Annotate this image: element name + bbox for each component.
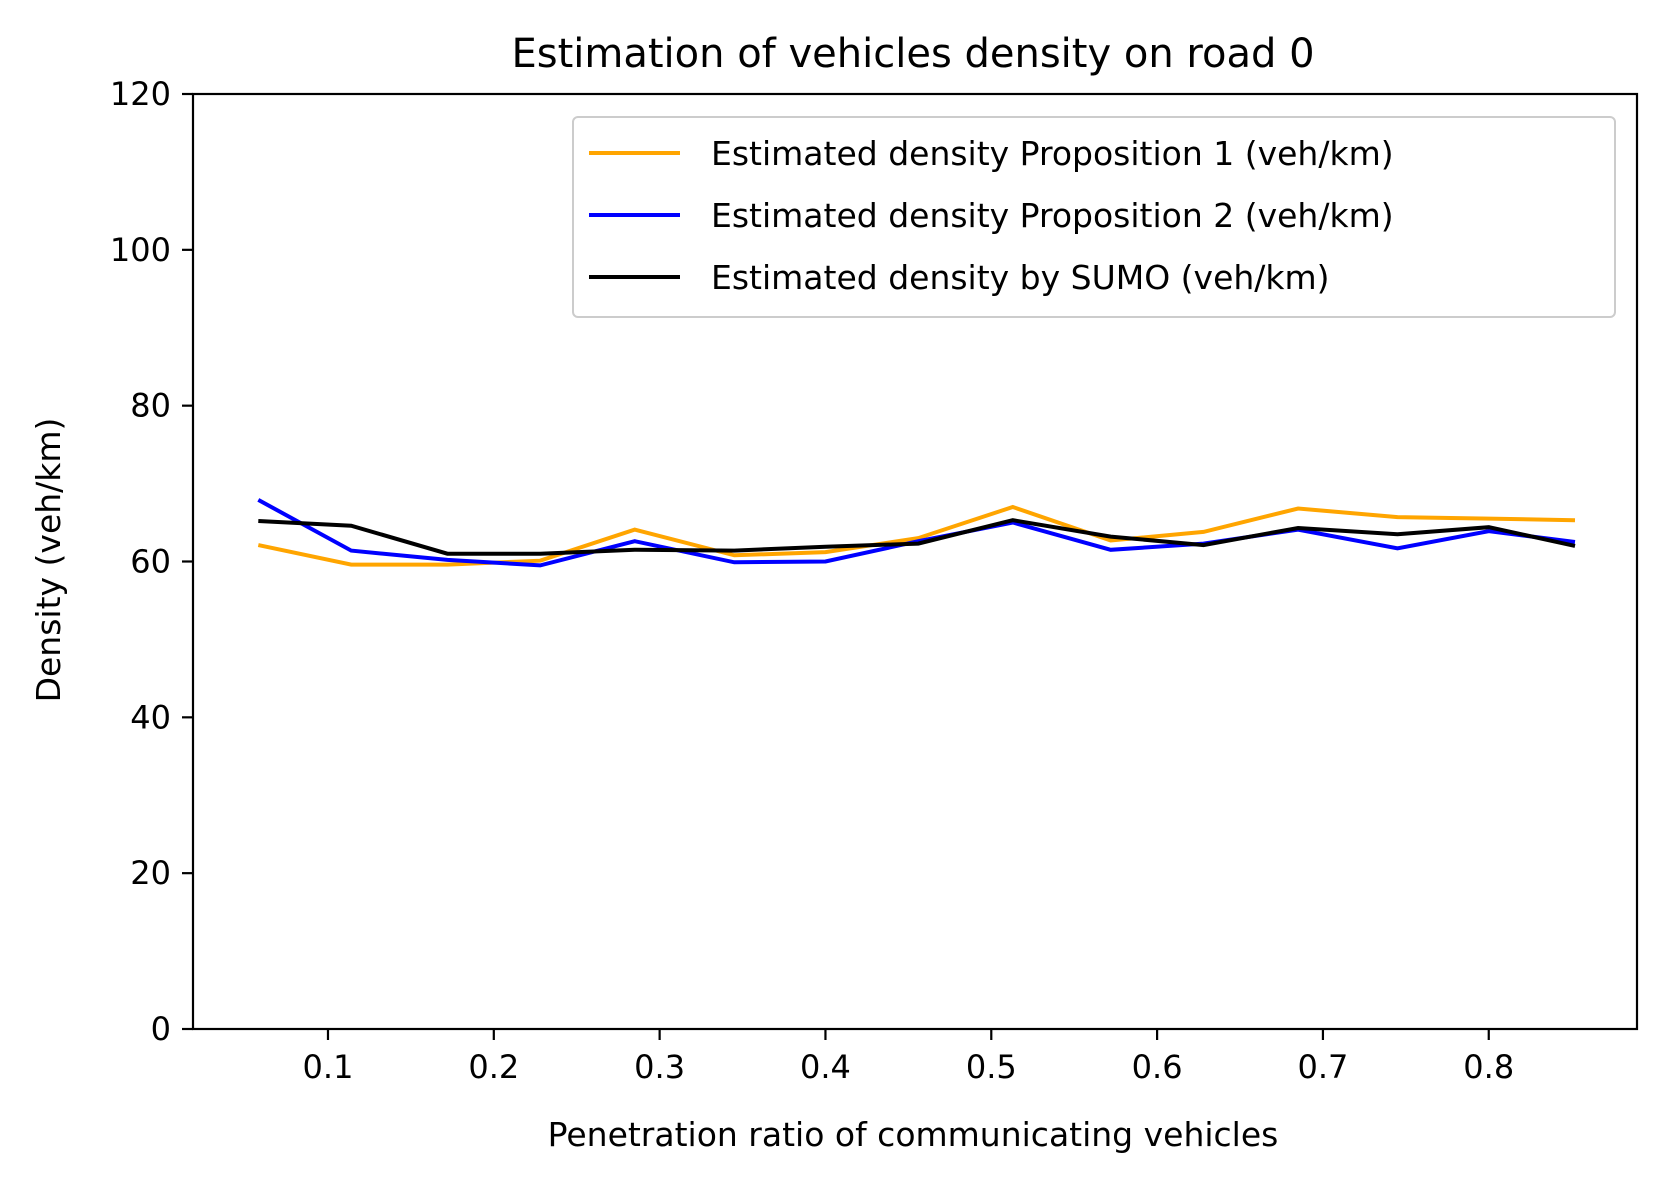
y-tick-label: 80: [130, 387, 171, 425]
y-tick-label: 100: [110, 231, 171, 269]
y-tick-label: 60: [130, 543, 171, 581]
x-tick-label: 0.4: [800, 1048, 851, 1086]
legend-label-3: Estimated density by SUMO (veh/km): [711, 258, 1330, 297]
x-tick-label: 0.8: [1463, 1048, 1514, 1086]
x-tick-label: 0.7: [1297, 1048, 1348, 1086]
y-tick-label: 120: [110, 75, 171, 113]
y-axis-label: Density (veh/km): [29, 418, 68, 703]
series-line-2: [257, 498, 1576, 568]
series-line-1: [257, 504, 1576, 567]
legend: Estimated density Proposition 1 (veh/km)…: [572, 116, 1616, 318]
legend-label-1: Estimated density Proposition 1 (veh/km): [711, 134, 1394, 173]
y-tick-label: 20: [130, 854, 171, 892]
legend-label-2: Estimated density Proposition 2 (veh/km): [711, 196, 1394, 235]
x-axis-ticks: 0.1 0.2 0.3 0.4 0.5 0.6 0.7 0.8: [303, 1029, 1514, 1086]
y-tick-label: 40: [130, 698, 171, 736]
x-tick-label: 0.3: [634, 1048, 685, 1086]
x-axis-label: Penetration ratio of communicating vehic…: [548, 1115, 1279, 1154]
chart-title: Estimation of vehicles density on road 0: [511, 31, 1314, 77]
x-tick-label: 0.5: [966, 1048, 1017, 1086]
x-tick-label: 0.2: [468, 1048, 519, 1086]
y-axis-ticks: 0 20 40 60 80 100 120: [110, 75, 193, 1048]
y-tick-label: 0: [151, 1010, 171, 1048]
plot-lines: [257, 498, 1576, 568]
legend-box: [572, 116, 1616, 318]
x-tick-label: 0.6: [1132, 1048, 1183, 1086]
series-line-3: [258, 518, 1576, 556]
x-tick-label: 0.1: [303, 1048, 354, 1086]
